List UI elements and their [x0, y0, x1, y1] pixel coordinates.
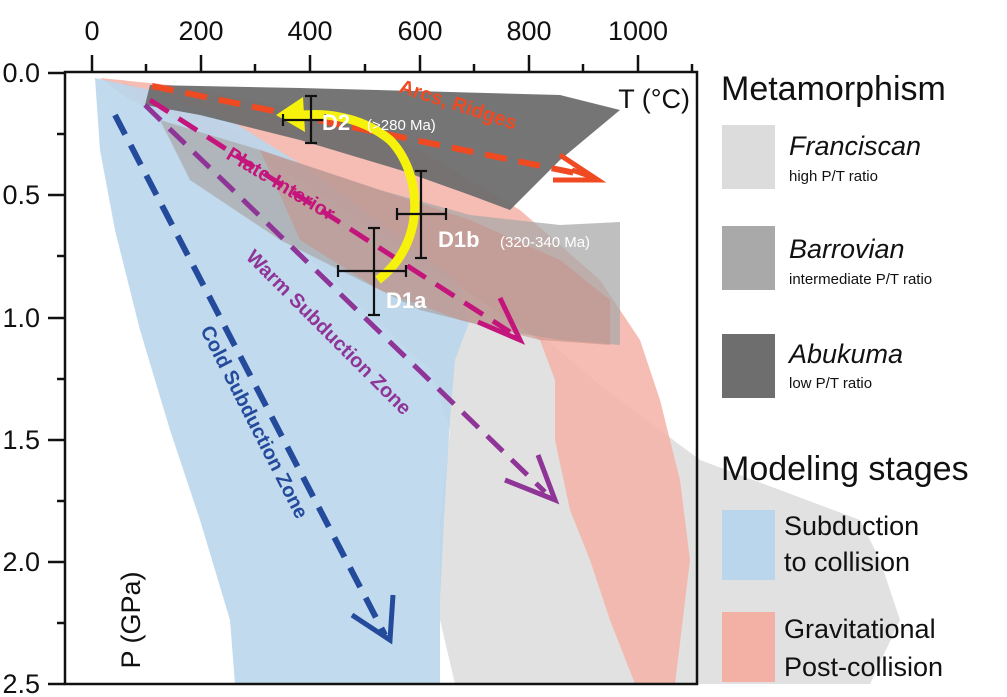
plate-arrowhead [477, 296, 526, 345]
franciscan-label: Franciscan [789, 131, 921, 161]
x-tick-label: 800 [506, 16, 551, 46]
x-tick-label: 1000 [608, 16, 668, 46]
franciscan-swatch [722, 125, 775, 189]
error-bars [281, 94, 448, 317]
x-tick-label: 600 [397, 16, 442, 46]
x-axis-title: T (°C) [618, 84, 690, 114]
gravitational-label-line2: Post-collision [784, 652, 943, 682]
y-tick-label: 2.0 [2, 547, 40, 577]
abukuma-field [145, 85, 620, 210]
d2-age-label: (>280 Ma) [367, 117, 436, 134]
y-tick-label: 0.5 [2, 180, 40, 210]
y-tick-label: 1.0 [2, 303, 40, 333]
x-axis-ticks [90, 55, 694, 72]
plate-interior-arrow [148, 97, 512, 335]
metamorphic-fields [95, 78, 900, 684]
d1a-label: D1a [386, 288, 427, 313]
cold-arrowhead [350, 594, 396, 645]
franciscan-sub: high P/T ratio [789, 168, 878, 185]
x-tick-label: 400 [287, 16, 332, 46]
abukuma-label: Abukuma [787, 339, 903, 369]
y-axis-title: P (GPa) [116, 571, 146, 668]
legend: Metamorphism Franciscan high P/T ratio B… [721, 70, 969, 682]
abukuma-swatch [722, 334, 775, 398]
d1b-label: D1b [438, 227, 480, 252]
barrovian-swatch [722, 226, 775, 290]
barrovian-label: Barrovian [789, 234, 905, 264]
gravitational-label-line1: Gravitational [784, 614, 936, 644]
arcs-arrowhead [553, 152, 607, 183]
axes: 0 200 400 600 800 1000 0.0 0.5 1.0 1.5 2… [2, 16, 699, 697]
y-tick-label: 0.0 [2, 58, 40, 88]
y-tick-label: 2.5 [2, 669, 40, 697]
d1b-age-label: (320-340 Ma) [500, 234, 590, 251]
subduction-label-line1: Subduction [784, 511, 919, 541]
warm-arrowhead [504, 454, 560, 505]
cold-subduction-arrow [112, 113, 388, 637]
warm-subduction-arrow [143, 103, 547, 494]
barrovian-sub: intermediate P/T ratio [789, 271, 932, 288]
abukuma-sub: low P/T ratio [789, 375, 872, 392]
pt-path-arrowhead [276, 97, 305, 132]
y-axis-ticks [48, 71, 65, 686]
d2-label: D2 [322, 110, 350, 135]
x-tick-label: 0 [84, 16, 99, 46]
modeling-heading: Modeling stages [721, 450, 969, 488]
x-tick-label: 200 [178, 16, 223, 46]
gravitational-overlap [260, 150, 610, 345]
subduction-swatch [722, 510, 775, 580]
y-tick-label: 1.5 [2, 425, 40, 455]
metamorphism-heading: Metamorphism [721, 70, 946, 108]
gravitational-swatch [722, 612, 775, 682]
arcs-arrowhead-inner [571, 167, 593, 180]
subduction-label-line2: to collision [784, 547, 910, 577]
